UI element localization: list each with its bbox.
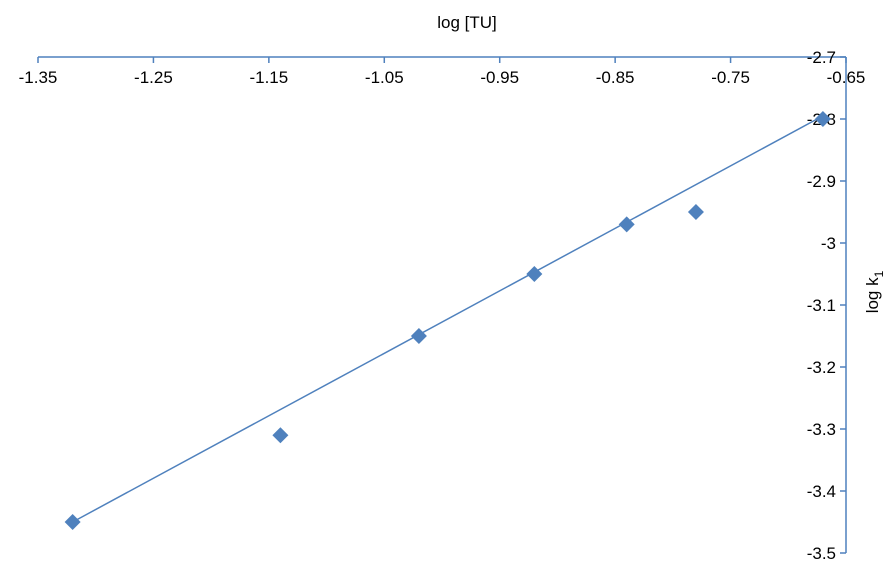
y-tick-label: -3.2 xyxy=(807,358,836,377)
y-tick-label: -3.5 xyxy=(807,544,836,563)
y-axis-title-subscript: 1 xyxy=(872,270,886,277)
x-tick-label: -1.15 xyxy=(249,68,288,87)
y-axis-title: log k1 xyxy=(863,270,886,313)
data-point xyxy=(272,427,289,444)
data-point xyxy=(687,204,704,220)
x-tick-label: -1.25 xyxy=(134,68,173,87)
data-point xyxy=(64,514,81,530)
data-point xyxy=(814,111,831,127)
y-tick-group: -2.7-2.8-2.9-3-3.1-3.2-3.3-3.4-3.5 xyxy=(807,48,846,563)
data-point xyxy=(526,266,543,282)
data-points xyxy=(64,111,831,530)
trendline-group xyxy=(72,115,824,523)
data-point xyxy=(618,216,635,233)
x-tick-label: -1.35 xyxy=(19,68,58,87)
y-tick-label: -3.3 xyxy=(807,420,836,439)
x-tick-label: -0.85 xyxy=(596,68,635,87)
y-axis-title-main: log k xyxy=(863,277,882,313)
y-tick-label: -2.9 xyxy=(807,172,836,191)
x-tick-label: -1.05 xyxy=(365,68,404,87)
y-tick-label: -2.7 xyxy=(807,48,836,67)
trendline xyxy=(72,115,824,523)
data-point xyxy=(410,328,427,344)
y-tick-label: -3.1 xyxy=(807,296,836,315)
x-axis-title: log [TU] xyxy=(437,13,497,32)
x-tick-label: -0.75 xyxy=(711,68,750,87)
y-tick-label: -3.4 xyxy=(807,482,836,501)
x-axis: -1.35 -1.25 -1.15 -1.05 -0.95 -0.85 -0.75 -0.65 xyxy=(19,56,865,87)
x-tick-group: -1.35 -1.25 -1.15 -1.05 -0.95 -0.85 -0.75 -0.65 xyxy=(19,57,865,87)
y-axis: -2.7-2.8-2.9-3-3.1-3.2-3.3-3.4-3.5 xyxy=(807,48,847,563)
x-tick-label: -0.95 xyxy=(480,68,519,87)
y-tick-label: -3 xyxy=(821,234,836,253)
